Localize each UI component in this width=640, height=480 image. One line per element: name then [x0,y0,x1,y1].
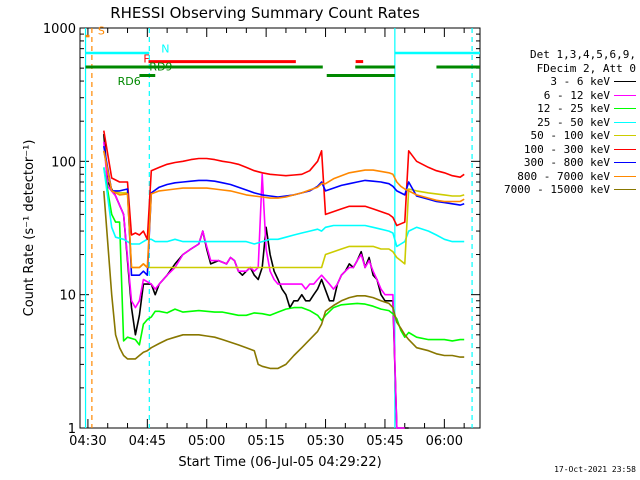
legend-item: 6 - 12 keV [476,89,636,103]
legend-header-line-1: Det 1,3,4,5,6,9, [530,48,636,61]
x-tick-label: 05:45 [366,434,403,449]
legend-item: 800 - 7000 keV [476,170,636,184]
series-line-12-25-kev [103,167,465,346]
legend-swatch [614,81,636,83]
x-tick-label: 04:30 [69,434,106,449]
chart-title: RHESSI Observing Summary Count Rates [110,4,420,22]
series-line-800-7000-kev [103,150,465,269]
legend-label: 7000 - 15000 keV [504,183,610,196]
legend-item: 7000 - 15000 keV [476,183,636,197]
x-tick-label: 05:15 [247,434,284,449]
y-tick-label: 1 [68,422,76,437]
series-line-6-12-kev [103,141,405,429]
legend-label: 12 - 25 keV [537,102,610,115]
state-label-rd9: RD9 [149,60,172,73]
x-tick-label: 05:00 [188,434,225,449]
state-label-s: S [98,24,105,37]
y-tick-label: 1000 [43,22,76,37]
state-label-f: F [143,53,149,66]
legend-label: 3 - 6 keV [550,75,610,88]
legend-item: 3 - 6 keV [476,75,636,89]
legend-label: 50 - 100 keV [530,129,610,142]
legend-swatch [614,148,636,150]
legend-item: 300 - 800 keV [476,156,636,170]
legend: Det 1,3,4,5,6,9, FDecim 2, Att 0 3 - 6 k… [476,48,636,197]
x-tick-label: 04:45 [129,434,166,449]
legend-swatch [614,162,636,164]
x-axis-label: Start Time (06-Jul-05 04:29:22) [178,455,381,470]
generated-timestamp: 17-Oct-2021 23:58 [554,465,636,474]
legend-label: 300 - 800 keV [523,156,610,169]
legend-header-line-2: FDecim 2, Att 0 [536,61,636,75]
y-tick-label: 100 [51,155,76,170]
legend-swatch [614,94,636,96]
legend-label: 800 - 7000 keV [517,169,610,183]
plot-frame [79,27,481,429]
legend-label: 100 - 300 keV [523,142,610,156]
legend-item: 25 - 50 keV [476,116,636,130]
series-line-25-50-kev [103,167,465,248]
legend-swatch [614,135,636,137]
series-line-7000-15000-kev [103,190,465,370]
state-label-rd6: RD6 [118,75,141,88]
legend-label: 25 - 50 keV [537,115,610,129]
legend-swatch [614,175,636,177]
legend-label: 6 - 12 keV [543,88,610,102]
x-tick-label: 05:30 [307,434,344,449]
legend-rows: 3 - 6 keV 6 - 12 keV 12 - 25 keV 25 - 50 ke… [476,75,636,197]
legend-swatch [614,121,636,123]
legend-swatch [614,108,636,110]
series-line-300-800-kev [103,145,465,276]
legend-item: 12 - 25 keV [476,102,636,116]
state-label-n: N [161,43,169,56]
y-tick-label: 10 [59,289,76,304]
legend-item: 100 - 300 keV [476,143,636,157]
series-line-100-300-kev [103,130,465,241]
legend-item: 50 - 100 keV [476,129,636,143]
y-axis-label: Count Rate (s⁻¹ detector⁻¹) [22,140,37,317]
x-tick-label: 06:00 [426,434,463,449]
legend-swatch [614,189,636,191]
